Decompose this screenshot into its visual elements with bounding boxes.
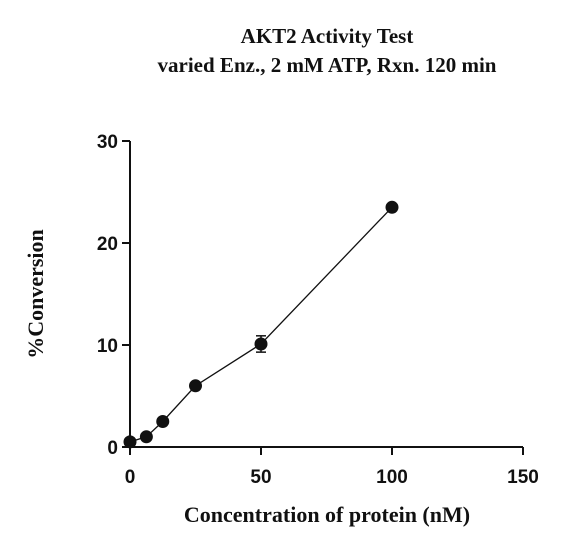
data-point xyxy=(156,415,170,428)
plot-area xyxy=(123,200,399,449)
data-point xyxy=(139,430,153,444)
x-ticks: 0 50 100 150 xyxy=(125,447,539,488)
x-tick-label: 100 xyxy=(376,467,408,488)
data-point xyxy=(189,379,202,393)
x-axis-title: Concentration of protein (nM) xyxy=(184,502,470,527)
y-axis-title: %Conversion xyxy=(23,229,48,359)
x-tick-label: 150 xyxy=(507,467,539,488)
data-point xyxy=(123,435,137,449)
y-tick-label: 20 xyxy=(97,234,118,255)
series-line xyxy=(129,206,393,443)
x-tick-label: 50 xyxy=(250,467,271,488)
y-tick-label: 0 xyxy=(107,438,118,459)
y-ticks: 0 10 20 30 xyxy=(97,132,130,459)
y-tick-label: 10 xyxy=(97,336,118,357)
data-point xyxy=(254,337,268,351)
x-tick-label: 0 xyxy=(125,467,136,488)
chart-subtitle: varied Enz., 2 mM ATP, Rxn. 120 min xyxy=(158,53,497,77)
axes xyxy=(129,141,523,448)
y-tick-label: 30 xyxy=(97,132,118,153)
chart-title: AKT2 Activity Test xyxy=(241,24,414,48)
data-point xyxy=(385,200,399,214)
